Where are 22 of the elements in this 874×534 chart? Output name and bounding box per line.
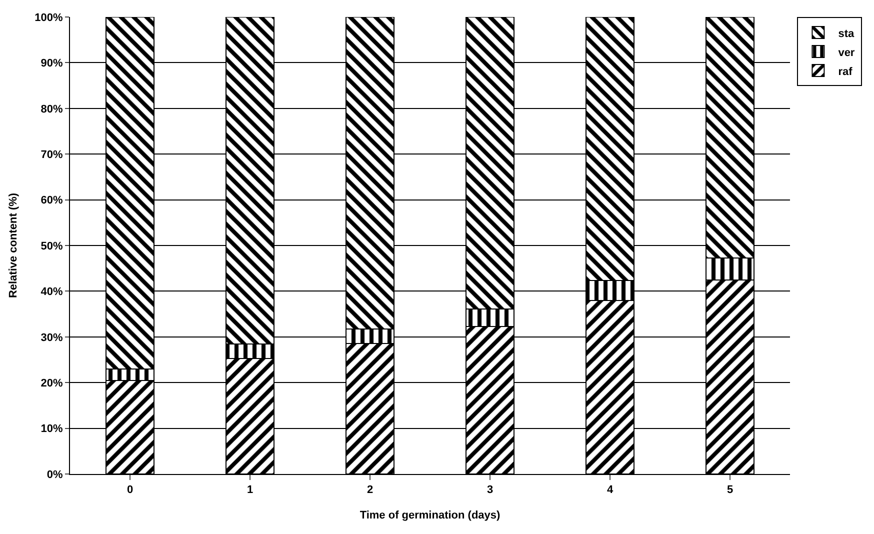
- x-tick-label: 4: [606, 484, 614, 496]
- x-axis-title: Time of germination (days): [360, 509, 501, 522]
- x-tick-label: 2: [366, 484, 374, 496]
- y-axis-title: Relative content (%): [7, 192, 20, 298]
- x-tick-label: 5: [726, 484, 734, 496]
- text: sta: [838, 28, 855, 40]
- text: raf: [838, 66, 853, 78]
- y-tick-label: 10%: [40, 423, 64, 436]
- y-tick-label: 0%: [46, 468, 64, 481]
- x-tick-label: 3: [486, 484, 494, 496]
- text: ver: [838, 46, 856, 59]
- y-tick-label: 50%: [40, 240, 64, 252]
- y-tick-label: 20%: [40, 377, 64, 390]
- y-tick-label: 70%: [40, 148, 64, 161]
- y-tick-label: 60%: [40, 194, 64, 207]
- y-tick-label: 80%: [40, 103, 64, 116]
- y-tick-label: 40%: [40, 286, 64, 298]
- y-tick-label: 100%: [34, 12, 64, 24]
- x-tick-label: 1: [246, 484, 254, 496]
- x-tick-label: 0: [126, 484, 134, 496]
- y-tick-label: 90%: [40, 58, 64, 70]
- y-tick-label: 30%: [40, 332, 64, 344]
